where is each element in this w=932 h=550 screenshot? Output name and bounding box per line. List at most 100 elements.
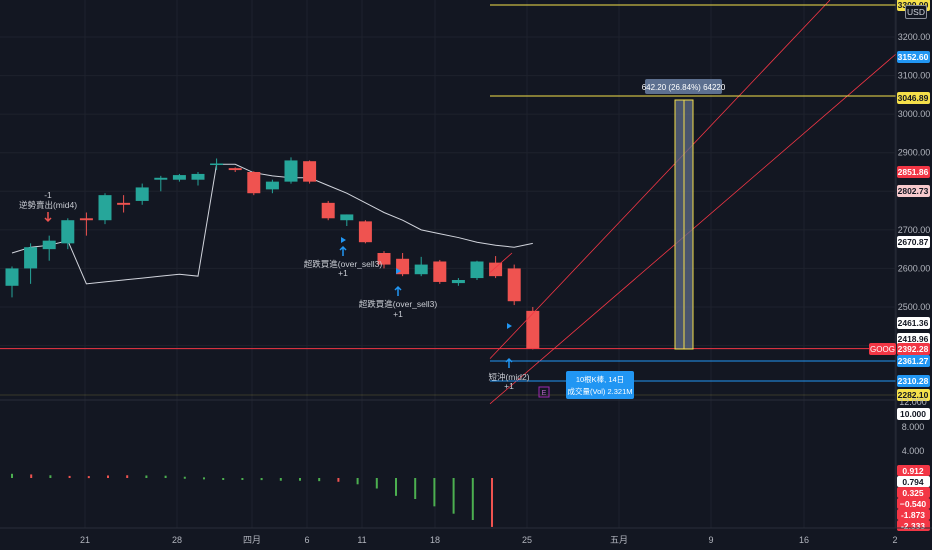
volume-bar xyxy=(222,478,225,480)
price-label: 2461.36 xyxy=(898,318,929,328)
price-label-bg xyxy=(897,333,930,345)
signal-label-num: +1 xyxy=(393,309,403,319)
candle-body xyxy=(414,264,428,275)
candle-body xyxy=(228,168,242,171)
time-tick-label: 21 xyxy=(80,535,90,545)
candle-body xyxy=(172,175,186,180)
candle-body xyxy=(117,202,131,205)
time-tick-label: 16 xyxy=(799,535,809,545)
candle-body xyxy=(42,240,56,250)
signal-label-buy: 短沖(mid2) xyxy=(488,372,529,382)
price-label-bg xyxy=(897,355,930,367)
time-tick-label: 28 xyxy=(172,535,182,545)
signal-label-buy: 超跌買進(over_sell3) xyxy=(359,299,438,309)
candle-body xyxy=(358,221,372,243)
symbol-tag-bg xyxy=(869,343,896,355)
volume-bar xyxy=(260,478,263,481)
price-tick-label: 3000.00 xyxy=(898,109,931,119)
candle-body xyxy=(377,253,391,265)
channel-line-upper xyxy=(489,0,831,359)
price-label: 2282.10 xyxy=(898,390,929,400)
price-label: 2670.87 xyxy=(898,237,929,247)
time-tick-label: 11 xyxy=(357,535,366,545)
signal-label-sell: 逆勢賣出(mid4) xyxy=(19,200,77,210)
volume-bar xyxy=(279,478,282,481)
price-label-bg xyxy=(897,389,930,401)
price-label: 2361.27 xyxy=(898,356,929,366)
volume-bar xyxy=(49,475,52,478)
price-label-bg xyxy=(897,317,930,329)
volume-bar xyxy=(356,478,359,485)
volume-bar xyxy=(452,478,455,514)
candle-body xyxy=(321,202,335,219)
volume-bar xyxy=(241,478,244,480)
price-axis[interactable]: 3200.00 3100.00 3000.00 2900.00 2700.00 2600.… xyxy=(869,0,932,550)
candle-body xyxy=(5,268,19,286)
volume-bar xyxy=(30,474,33,478)
signal-label-num: -1 xyxy=(44,190,52,200)
price-label: 3152.60 xyxy=(898,52,929,62)
time-tick-label: 6 xyxy=(304,535,309,545)
volume-bar xyxy=(395,478,397,496)
price-label-bg xyxy=(897,166,930,178)
time-tick-label: 五月 xyxy=(610,535,628,545)
volume-bar xyxy=(375,478,378,489)
volume-label: 0.325 xyxy=(902,488,924,498)
time-tick-label: 2 xyxy=(892,535,897,545)
price-label: 2851.86 xyxy=(898,167,929,177)
candle-body xyxy=(61,220,75,244)
signal-triangle-icon xyxy=(341,237,346,243)
candle-body xyxy=(451,280,465,284)
buy-arrow-icon xyxy=(505,357,513,368)
candle-body xyxy=(247,172,261,194)
signal-triangle-icon xyxy=(507,323,512,329)
candle-body xyxy=(24,247,38,269)
price-label: 2310.28 xyxy=(898,376,929,386)
candle-body xyxy=(210,163,224,166)
signal-label-num: +1 xyxy=(504,381,514,391)
candle-body xyxy=(433,261,447,282)
volume-bar xyxy=(491,478,493,527)
candle-body xyxy=(154,177,168,180)
time-tick-label: 25 xyxy=(522,535,532,545)
volume-tick-label: 10.000 xyxy=(900,409,926,419)
time-tick-label: 9 xyxy=(708,535,713,545)
volume-label-bg xyxy=(897,476,930,487)
volume-bar xyxy=(299,478,301,481)
volume-label: 0.794 xyxy=(902,477,924,487)
candlestick-series[interactable] xyxy=(5,157,540,350)
buy-arrow-icon xyxy=(339,245,347,256)
price-tick-label: 2700.00 xyxy=(898,225,931,235)
moving-average-line xyxy=(11,163,533,285)
drawing-tools[interactable]: 642.20 (26.84%) 64220 10根K棒, 14日成交量(Vol) … xyxy=(0,0,897,405)
candle-body xyxy=(135,187,149,201)
sell-arrow-icon xyxy=(44,212,52,223)
volume-bar xyxy=(87,476,90,479)
price-range-label-bg xyxy=(645,79,722,94)
earnings-marker-box xyxy=(538,386,550,398)
volume-bar xyxy=(414,478,417,499)
candle-body xyxy=(284,160,298,182)
currency-badge[interactable]: USD xyxy=(905,5,927,19)
time-tick-label: 四月 xyxy=(243,535,261,545)
signal-annotations: -1逆勢賣出(mid4)超跌買進(over_sell3)+1超跌買進(over_… xyxy=(19,190,530,391)
time-axis[interactable]: 21 28 四月 6 11 18 25 五月 9 16 2 xyxy=(0,527,932,545)
candle-body xyxy=(340,214,354,221)
volume-bar xyxy=(337,478,340,482)
candle-body xyxy=(303,161,317,182)
earnings-marker-label: E xyxy=(542,390,547,397)
volume-tick-label: 8.000 xyxy=(902,422,925,432)
signal-label-buy: 超跌買進(over_sell3) xyxy=(304,259,383,269)
volume-bar xyxy=(107,475,109,478)
volume-bar xyxy=(203,477,205,480)
candle-body xyxy=(98,195,112,221)
price-tick-label: 2600.00 xyxy=(898,263,931,273)
candle-body xyxy=(507,268,521,302)
volume-bar xyxy=(145,475,148,478)
signal-label-num: +1 xyxy=(338,268,348,278)
volume-label: −0.540 xyxy=(900,499,927,509)
volume-label-bg xyxy=(897,465,930,476)
volume-bar xyxy=(318,478,321,482)
price-label-bg xyxy=(897,236,930,248)
